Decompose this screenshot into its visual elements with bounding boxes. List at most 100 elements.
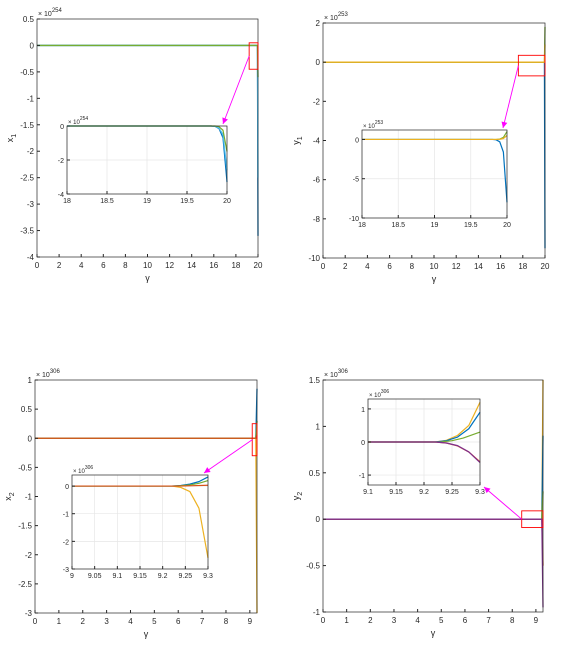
chart-x1-ylabel: x1 [5,134,18,143]
chart-x2-xtick-label-7: 7 [200,617,205,626]
chart-y2-inset-xtick-label-2: 9.2 [419,489,429,496]
chart-x1-xtick-label-8: 16 [209,261,218,270]
chart-x1-xlabel: γ [145,273,150,283]
chart-x2-ylabel: x2 [3,492,16,501]
chart-x2-xtick-label-4: 4 [128,617,133,626]
chart-x2-exponent-power: 306 [50,369,61,375]
chart-x2-ytick-label-3: -1.5 [18,522,32,531]
chart-y1-inset-xtick-label-2: 19 [431,222,439,229]
chart-y1-exponent-base: × 10 [324,15,338,22]
chart-x1-ytick-label-5: -1.5 [20,121,34,130]
chart-x2-xtick-label-2: 2 [81,617,86,626]
chart-y2-exponent-base: × 10 [324,372,338,379]
chart-y1-zoom-arrow [502,65,519,129]
chart-x1-inset-xtick-label-4: 20 [223,198,231,205]
chart-y1-xtick-label-6: 12 [452,262,461,271]
chart-y1-ytick-label-1: -8 [313,215,321,224]
chart-x1-ytick-label-3: -2.5 [20,174,34,183]
chart-x2-inset-xtick-label-4: 9.2 [158,573,168,580]
chart-y2-ytick-label-4: 1 [316,422,321,431]
chart-y2-inset-exponent-label: × 10306 [369,389,389,399]
chart-x1-xtick-label-4: 8 [123,261,128,270]
chart-x2-exponent-base: × 10 [36,372,50,379]
chart-x1-ytick-label-9: 0.5 [23,15,35,24]
chart-x1-inset-exponent-base: × 10 [68,120,81,126]
chart-y1-ytick-label-2: -6 [313,176,321,185]
chart-y1-inset-exponent-label: × 10253 [363,120,383,130]
chart-x1-xtick-label-0: 0 [35,261,40,270]
chart-y1-inset-exponent-base: × 10 [363,124,376,130]
chart-x2-inset-exponent-label: × 10306 [73,465,93,475]
chart-x2-ytick-label-2: -2 [25,551,33,560]
chart-x2-ytick-label-6: 0 [28,434,33,443]
chart-x1-inset-xtick-label-2: 19 [143,198,151,205]
chart-x2-inset-inset: 9 9.05 9.1 9.15 9.2 9.25 9.3 -3 -2 -1 0 × 10306 [63,465,213,580]
chart-x2-inset-xtick-label-1: 9.05 [88,573,102,580]
chart-x2-xtick-label-0: 0 [33,617,38,626]
chart-x2-inset-ytick-label-3: 0 [65,484,69,491]
chart-x1-xtick-label-2: 4 [79,261,84,270]
chart-y2-ytick-label-2: 0 [316,515,321,524]
chart-y2-xtick-label-1: 1 [344,616,349,625]
chart-x1-exponent-power: 254 [52,8,63,14]
chart-x1-xtick-label-7: 14 [187,261,196,270]
chart-y2-xtick-label-7: 7 [486,616,491,625]
chart-y2-xtick-label-3: 3 [392,616,397,625]
chart-y1-ylabel-sub: 1 [297,136,304,140]
chart-x2-exponent-label: × 10306 [36,369,61,379]
chart-y1-inset-ytick-label-0: -10 [349,216,359,223]
chart-x1-zoom-arrow-head [222,117,228,124]
chart-x1-inset-ytick-label-1: -2 [58,158,64,165]
chart-x2-zoom-arrow-head [204,467,211,473]
chart-y1-ytick-label-5: 0 [316,58,321,67]
chart-y2-ylabel-sub: 2 [297,492,304,496]
chart-y1-zoom-arrow-head [501,121,508,128]
chart-y2-ylabel: y2 [291,492,304,501]
chart-x2-xtick-label-1: 1 [57,617,62,626]
chart-y1-inset-exponent-power: 253 [375,120,384,126]
chart-x1-xtick-label-1: 2 [57,261,62,270]
chart-x2-inset-xtick-label-5: 9.25 [179,573,193,580]
chart-y1-ytick-label-0: -10 [308,254,320,263]
chart-y1-exponent-power: 253 [338,12,349,18]
chart-x1-xtick-label-6: 12 [165,261,174,270]
chart-y1-xtick-label-3: 6 [387,262,392,271]
chart-y2-inset-inset: 9.1 9.15 9.2 9.25 9.3 -1 0 1 × 10306 [359,389,485,496]
chart-x2-ytick-label-1: -2.5 [18,580,32,589]
chart-x1-ytick-label-1: -3.5 [20,227,34,236]
chart-y1-inset-xtick-label-4: 20 [503,222,511,229]
chart-x2-xlabel: γ [144,629,149,639]
chart-x2-inset-xtick-label-2: 9.1 [112,573,122,580]
chart-y2-frame [322,379,544,613]
chart-y2-xtick-label-8: 8 [510,616,515,625]
chart-y2-series-4 [323,518,544,608]
chart-x2-inset-ytick-label-0: -3 [63,567,69,574]
chart-y2-inset-xtick-label-3: 9.25 [445,489,459,496]
chart-x1-inset-xtick-label-1: 18.5 [100,198,114,205]
chart-x1-inset-xtick-label-3: 19.5 [180,198,194,205]
chart-y2-ytick-label-5: 1.5 [309,376,321,385]
chart-x1-ytick-label-0: -4 [27,253,35,262]
chart-x2-xtick-label-9: 9 [248,617,253,626]
chart-x2-inset-exponent-base: × 10 [73,469,86,475]
chart-y2-inset-xtick-label-1: 9.15 [389,489,403,496]
chart-y1-inset-series-2 [362,135,508,141]
chart-y1-xtick-label-2: 4 [365,262,370,271]
chart-x2-ytick-label-4: -1 [25,493,33,502]
chart-y2-inset-xtick-label-4: 9.3 [475,489,485,496]
chart-y2-xtick-label-5: 5 [439,616,444,625]
chart-y1-ytick-label-4: -2 [313,97,321,106]
chart-y1-xtick-label-1: 2 [343,262,348,271]
chart-x2-xtick-label-6: 6 [176,617,181,626]
chart-x2-inset-xtick-label-0: 9 [70,573,74,580]
chart-x1-xtick-label-5: 10 [143,261,152,270]
chart-x1-xtick-label-9: 18 [231,261,240,270]
chart-y1-inset-ytick-label-2: 0 [355,137,359,144]
chart-y1-inset-xtick-label-1: 18.5 [391,222,405,229]
chart-x2-ytick-label-7: 0.5 [21,405,33,414]
chart-y1-inset-xtick-label-0: 18 [358,222,366,229]
chart-y1-xtick-label-0: 0 [321,262,326,271]
chart-x1-ylabel-sub: 1 [11,134,18,138]
chart-x2-zoom-arrow [203,439,253,474]
